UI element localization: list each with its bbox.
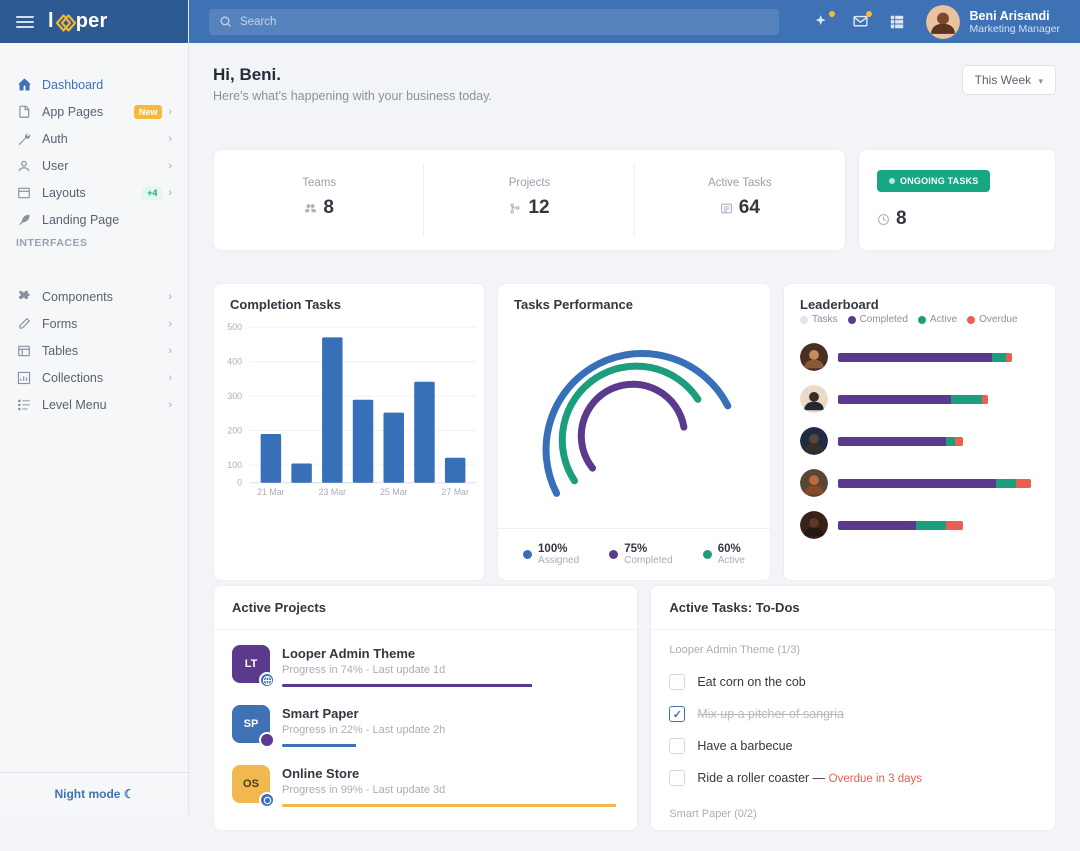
svg-text:400: 400: [227, 357, 242, 367]
svg-text:300: 300: [227, 391, 242, 401]
svg-text:100: 100: [227, 460, 242, 470]
svg-text:21 Mar: 21 Mar: [257, 487, 285, 497]
svg-text:23 Mar: 23 Mar: [319, 487, 347, 497]
svg-text:25 Mar: 25 Mar: [380, 487, 408, 497]
svg-text:27 Mar: 27 Mar: [441, 487, 469, 497]
svg-text:200: 200: [227, 425, 242, 435]
svg-text:0: 0: [237, 478, 242, 488]
svg-text:500: 500: [227, 322, 242, 332]
